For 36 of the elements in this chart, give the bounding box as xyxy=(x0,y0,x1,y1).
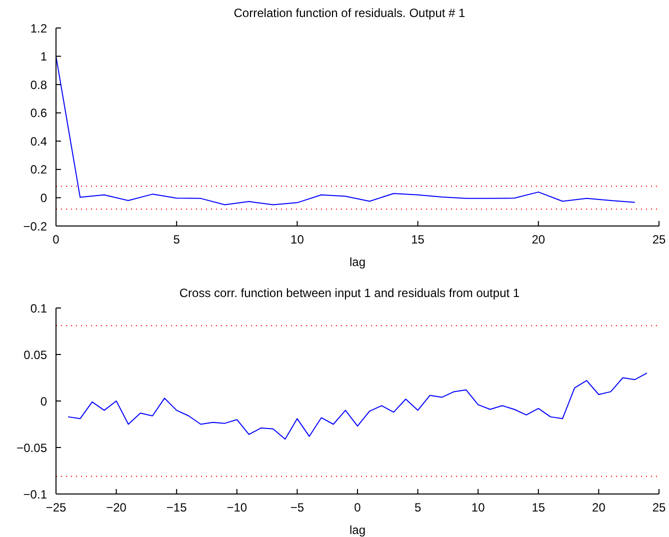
y-tick-label: −0.1 xyxy=(23,487,48,502)
x-tick-label: −20 xyxy=(106,500,127,515)
x-tick-label: 10 xyxy=(290,232,304,247)
x-axis-title: lag xyxy=(349,523,366,537)
x-tick-label: −5 xyxy=(290,500,304,515)
x-tick-label: 20 xyxy=(532,232,546,247)
line-series xyxy=(56,56,636,206)
x-tick-label: 25 xyxy=(652,500,666,515)
x-tick-label: 25 xyxy=(652,232,666,247)
x-tick-label: 5 xyxy=(414,500,422,515)
x-tick-label: 15 xyxy=(532,500,546,515)
x-tick-label: 5 xyxy=(173,232,180,247)
x-tick-label: −15 xyxy=(166,500,188,515)
chart-title: Cross corr. function between input 1 and residuals from output 1 xyxy=(178,285,521,302)
x-tick-label: 10 xyxy=(471,500,486,515)
line-series xyxy=(68,372,648,440)
x-tick-label: −25 xyxy=(46,500,66,515)
y-tick-label: 0.8 xyxy=(30,78,48,92)
y-tick-label: 0.6 xyxy=(30,106,48,120)
chart-title: Correlation function of residuals. Output # 1 xyxy=(232,5,466,22)
x-axis-title: lag xyxy=(349,255,366,269)
y-tick-label: −0.05 xyxy=(16,440,48,455)
x-tick-label: 15 xyxy=(411,232,425,247)
x-tick-label: 0 xyxy=(354,500,362,515)
y-tick-label: −0.2 xyxy=(23,219,48,234)
y-tick-label: 0.4 xyxy=(30,134,48,148)
y-tick-label: 0 xyxy=(40,190,48,205)
x-tick-label: 0 xyxy=(52,232,60,247)
x-tick-label: 20 xyxy=(592,500,606,515)
y-tick-label: 0 xyxy=(40,394,48,408)
y-tick-label: 0.1 xyxy=(30,301,48,316)
y-tick-label: 1 xyxy=(40,50,48,64)
y-tick-label: 0.2 xyxy=(30,162,48,177)
y-tick-label: 0.05 xyxy=(24,348,48,362)
x-tick-label: −10 xyxy=(226,500,248,515)
y-tick-label: 1.2 xyxy=(30,21,48,36)
